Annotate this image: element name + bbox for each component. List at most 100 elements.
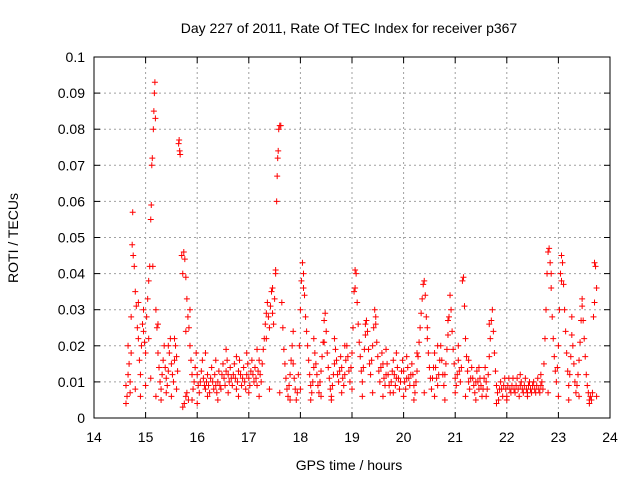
data-point: [222, 382, 229, 389]
data-point: [139, 321, 146, 328]
data-point: [377, 364, 384, 371]
data-point: [421, 389, 428, 396]
data-point: [223, 368, 230, 375]
data-point: [164, 382, 171, 389]
data-point: [271, 295, 278, 302]
data-point: [233, 353, 240, 360]
data-point: [244, 360, 251, 367]
y-tick-label: 0.07: [58, 157, 85, 173]
data-point: [549, 313, 556, 320]
data-point: [591, 299, 598, 306]
data-point: [297, 306, 304, 313]
data-point: [551, 353, 558, 360]
data-point: [305, 357, 312, 364]
data-point: [301, 292, 308, 299]
data-point: [582, 353, 589, 360]
data-point: [205, 382, 212, 389]
data-point: [133, 303, 140, 310]
data-point: [289, 342, 296, 349]
data-point: [402, 386, 409, 393]
data-point: [295, 371, 302, 378]
data-point: [584, 382, 591, 389]
data-point: [568, 313, 575, 320]
data-point: [171, 357, 178, 364]
y-tick-label: 0.06: [58, 193, 85, 209]
data-point: [145, 335, 152, 342]
data-point: [419, 295, 426, 302]
y-tick-label: 0.01: [58, 374, 85, 390]
data-point: [416, 339, 423, 346]
data-point: [125, 371, 132, 378]
data-point: [482, 364, 489, 371]
data-point: [493, 400, 500, 407]
data-point: [465, 357, 472, 364]
data-point: [196, 389, 203, 396]
data-point: [569, 342, 576, 349]
data-point: [514, 375, 521, 382]
data-point: [587, 393, 594, 400]
data-point: [207, 375, 214, 382]
data-point: [362, 331, 369, 338]
data-point: [347, 364, 354, 371]
data-point: [162, 364, 169, 371]
data-point: [178, 252, 185, 259]
data-point: [353, 270, 360, 277]
y-tick-label: 0.02: [58, 338, 85, 354]
data-point: [351, 288, 358, 295]
data-point: [422, 292, 429, 299]
data-point: [225, 371, 232, 378]
data-point: [154, 350, 161, 357]
data-point: [369, 389, 376, 396]
data-point: [488, 317, 495, 324]
data-point: [415, 353, 422, 360]
data-point: [240, 364, 247, 371]
data-point: [211, 371, 218, 378]
data-point: [414, 368, 421, 375]
data-point: [590, 313, 597, 320]
data-point: [126, 360, 133, 367]
data-point: [352, 266, 359, 273]
data-point: [127, 378, 134, 385]
data-point: [309, 378, 316, 385]
data-point: [460, 274, 467, 281]
data-point: [481, 375, 488, 382]
data-point: [410, 396, 417, 403]
data-point: [553, 378, 560, 385]
data-point: [259, 360, 266, 367]
data-point: [576, 393, 583, 400]
data-point: [537, 371, 544, 378]
data-point: [152, 115, 159, 122]
data-point: [589, 389, 596, 396]
data-point: [357, 353, 364, 360]
data-point: [405, 375, 412, 382]
data-point: [143, 313, 150, 320]
data-point: [491, 350, 498, 357]
data-point: [472, 396, 479, 403]
data-point: [237, 371, 244, 378]
data-point: [138, 342, 145, 349]
data-point: [483, 378, 490, 385]
data-point: [298, 277, 305, 284]
data-point: [203, 378, 210, 385]
data-point: [135, 335, 142, 342]
data-point: [356, 339, 363, 346]
data-point: [349, 386, 355, 393]
data-point: [449, 328, 456, 335]
data-point: [567, 353, 574, 360]
data-point: [487, 335, 494, 342]
data-point: [455, 357, 462, 364]
x-axis-label: GPS time / hours: [296, 457, 403, 473]
data-point: [495, 396, 502, 403]
data-point: [144, 295, 151, 302]
data-point: [213, 389, 220, 396]
data-point: [345, 368, 352, 375]
data-point: [168, 360, 175, 367]
data-point: [299, 259, 306, 266]
data-point: [396, 386, 403, 393]
data-point: [540, 360, 547, 367]
data-point: [539, 386, 546, 393]
data-point: [235, 393, 242, 400]
data-point: [186, 306, 193, 313]
data-point: [373, 339, 380, 346]
data-point: [176, 147, 183, 154]
